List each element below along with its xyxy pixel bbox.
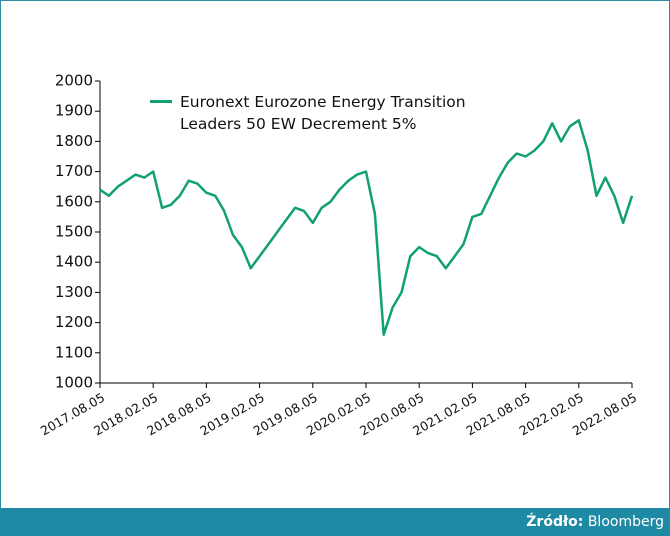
y-tick-label: 1400	[55, 253, 93, 271]
source-value: Bloomberg	[587, 514, 664, 530]
y-tick-label: 1600	[55, 192, 93, 210]
series-line	[99, 119, 634, 336]
y-tick-label: 2000	[55, 72, 93, 90]
y-tick-label: 1700	[55, 162, 93, 180]
chart: 1000 1100 1200 1300 1400 1500 1600 1700 1800 1900…	[38, 72, 639, 439]
legend-swatch	[150, 100, 172, 103]
footer: Źródło: Bloomberg	[0, 508, 670, 536]
y-tick-label: 1200	[55, 313, 93, 331]
y-tick-label: 1500	[55, 223, 93, 241]
source-label: Źródło:	[526, 514, 584, 530]
y-tick-label: 1000	[55, 374, 93, 392]
y-tick-label: 1300	[55, 283, 93, 301]
y-tick-label: 1900	[55, 102, 93, 120]
legend: Euronext Eurozone Energy Transition Lead…	[150, 91, 480, 135]
legend-label: Euronext Eurozone Energy Transition Lead…	[180, 93, 466, 133]
y-tick-label: 1100	[55, 343, 93, 361]
y-tick-label: 1800	[55, 132, 93, 150]
